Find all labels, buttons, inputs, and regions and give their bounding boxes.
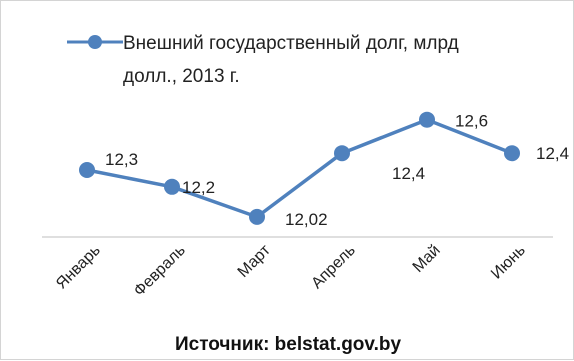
data-point bbox=[504, 145, 520, 162]
data-label: 12,4 bbox=[536, 144, 569, 163]
data-label: 12,02 bbox=[285, 210, 328, 229]
series-line bbox=[86, 117, 513, 219]
x-tick-label: Февраль bbox=[131, 242, 189, 300]
data-label: 12,2 bbox=[182, 178, 215, 197]
legend-label-line-1: Внешний государственный долг, млрд bbox=[123, 33, 459, 54]
x-tick-label: Март bbox=[235, 241, 275, 281]
data-label: 12,4 bbox=[392, 164, 425, 183]
x-tick-label: Январь bbox=[53, 242, 104, 293]
x-tick-label: Май bbox=[410, 242, 444, 276]
data-label: 12,3 bbox=[105, 150, 138, 169]
data-label: 12,6 bbox=[455, 112, 488, 131]
x-axis-tick-labels: Январь Февраль Март Апрель Май Июнь bbox=[53, 241, 529, 299]
x-tick-label: Апрель bbox=[308, 242, 358, 292]
data-labels: 12,3 12,2 12,02 12,4 12,6 12,4 bbox=[105, 112, 569, 229]
source-note: Источник: belstat.gov.by bbox=[175, 334, 401, 355]
data-point bbox=[164, 178, 180, 195]
data-point bbox=[79, 162, 95, 178]
x-tick-label: Июнь bbox=[488, 242, 529, 283]
series-layer bbox=[79, 111, 520, 225]
legend-point-marker bbox=[88, 35, 102, 49]
legend-label-line-2: долл., 2013 г. bbox=[123, 66, 240, 87]
legend: Внешний государственный долг, млрд долл.… bbox=[67, 33, 459, 87]
data-point bbox=[249, 208, 265, 225]
data-point bbox=[334, 145, 350, 162]
data-point bbox=[419, 111, 435, 128]
